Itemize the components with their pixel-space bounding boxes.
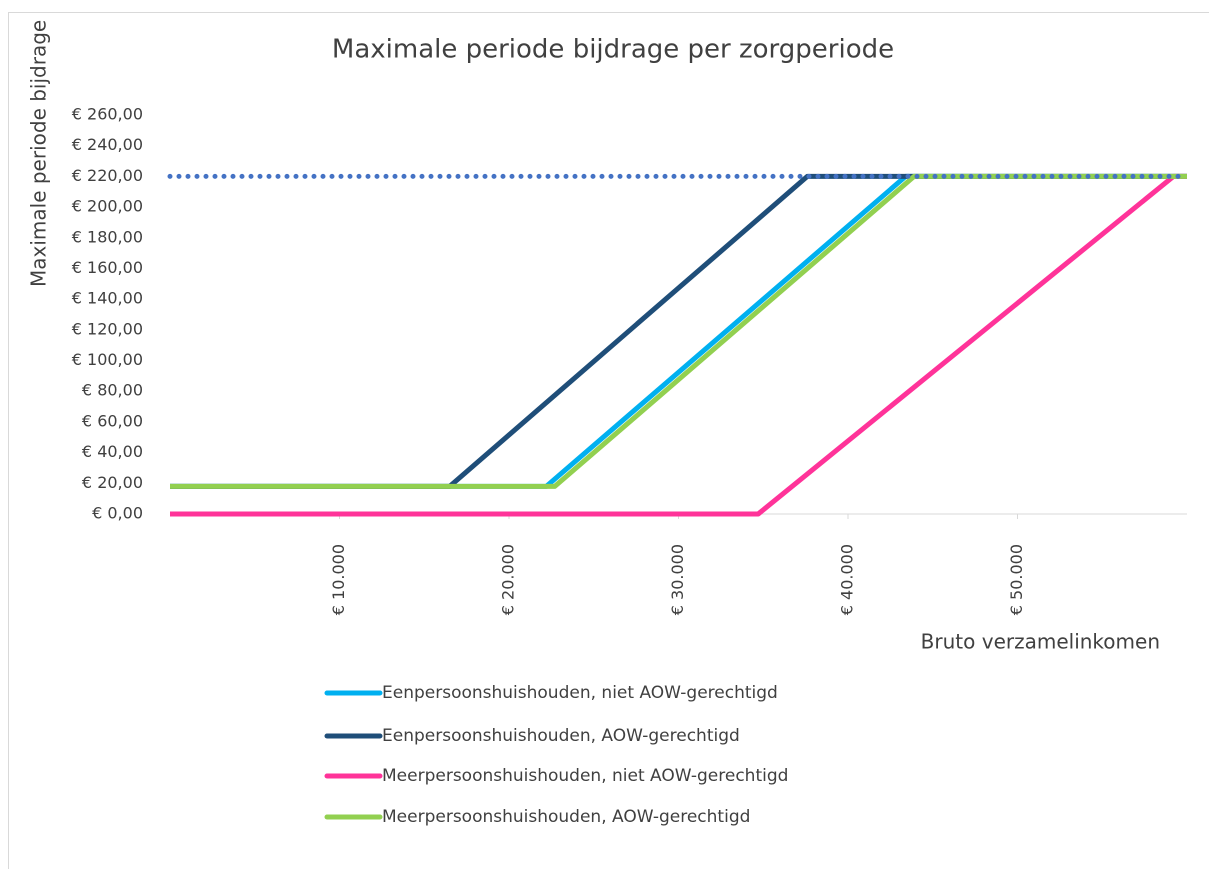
legend-label: Eenpersoonshuishouden, AOW-gerechtigd [382,726,740,746]
chart-title: Maximale periode bijdrage per zorgperiod… [332,35,894,65]
y-tick-label: € 160,00 [72,258,143,277]
y-tick-label: € 0,00 [92,504,143,523]
y-tick-label: € 20,00 [82,473,143,492]
x-tick-label: € 10.000 [329,544,348,615]
legend-label: Eenpersoonshuishouden, niet AOW-gerechti… [382,683,778,703]
legend-label: Meerpersoonshuishouden, AOW-gerechtigd [382,807,750,827]
x-tick-label: € 20.000 [499,544,518,615]
y-tick-label: € 220,00 [72,166,143,185]
y-tick-label: € 140,00 [72,289,143,308]
y-tick-label: € 100,00 [72,350,143,369]
x-tick-label: € 40.000 [838,544,857,615]
y-tick-label: € 200,00 [72,197,143,216]
y-tick-label: € 80,00 [82,381,143,400]
y-tick-label: € 240,00 [72,135,143,154]
series-line [170,173,1187,489]
y-axis-label: Maximale periode bijdrage [27,20,51,287]
x-tick-label: € 30.000 [668,544,687,615]
chart-border [8,12,1209,869]
legend-label: Meerpersoonshuishouden, niet AOW-gerecht… [382,766,788,786]
y-tick-label: € 60,00 [82,411,143,430]
y-tick-label: € 40,00 [82,442,143,461]
series-line [170,173,1187,489]
y-tick-label: € 260,00 [72,105,143,124]
y-tick-label: € 120,00 [72,319,143,338]
x-tick-label: € 50.000 [1007,544,1026,615]
series-line [170,173,1187,489]
series-line [170,173,1187,517]
x-axis-label: Bruto verzamelinkomen [921,630,1160,654]
y-tick-label: € 180,00 [72,227,143,246]
